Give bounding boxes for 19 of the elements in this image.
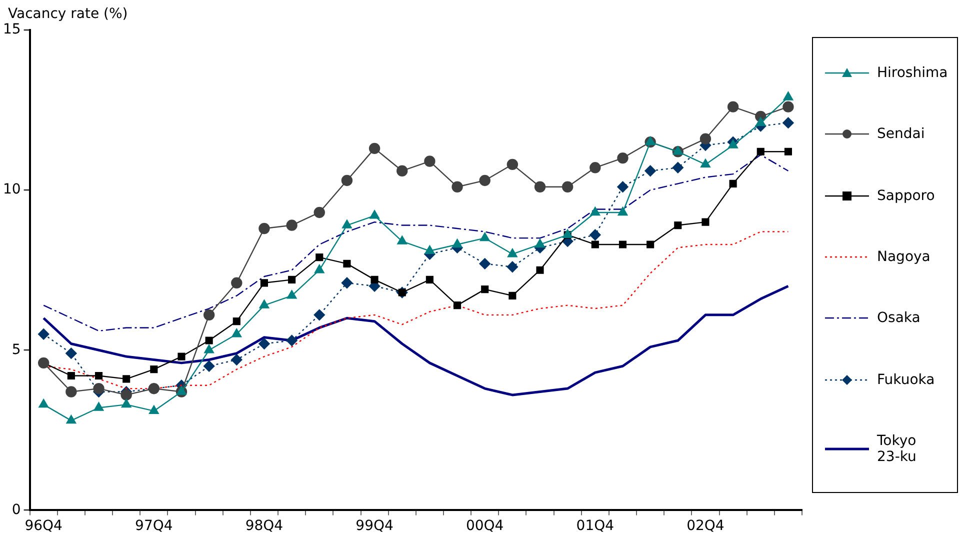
- legend-label: Nagoya: [877, 248, 930, 265]
- legend-label: Fukuoka: [877, 372, 935, 388]
- y-tick-label: 5: [12, 342, 21, 358]
- legend-label: Hiroshima: [877, 64, 948, 81]
- legend-label: Osaka: [877, 310, 920, 326]
- x-tick-label: 99Q4: [356, 518, 394, 534]
- x-tick-label: 96Q4: [24, 518, 63, 534]
- legend-label: Tokyo 23-ku: [877, 433, 918, 466]
- x-tick-label: 02Q4: [686, 518, 724, 534]
- y-axis-title: Vacancy rate (%): [8, 6, 128, 22]
- x-tick-label: 01Q4: [576, 518, 614, 534]
- legend-label: Sapporo: [877, 188, 935, 204]
- legend-label: Sendai: [877, 126, 925, 142]
- x-tick-label: 97Q4: [135, 518, 173, 534]
- x-tick-label: 98Q4: [245, 518, 284, 534]
- y-tick-label: 0: [12, 502, 21, 518]
- x-tick-label: 00Q4: [466, 518, 504, 534]
- y-tick-label: 10: [2, 182, 21, 198]
- y-tick-label: 15: [2, 22, 21, 38]
